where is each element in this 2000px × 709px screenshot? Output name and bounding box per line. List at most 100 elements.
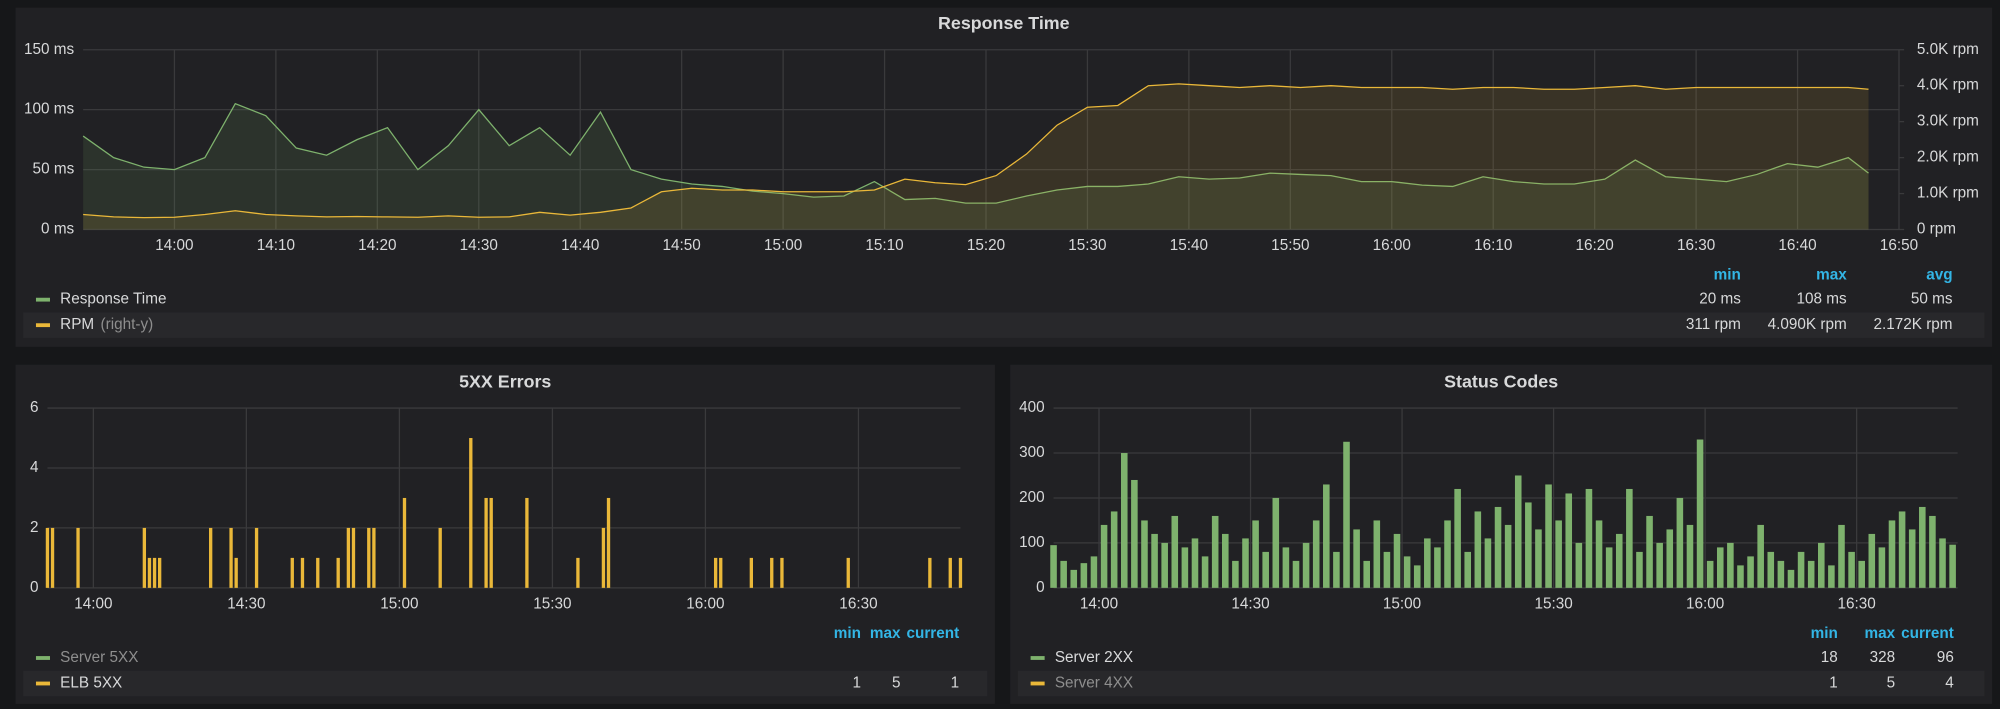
bar bbox=[1312, 520, 1320, 588]
bar bbox=[1565, 493, 1573, 588]
bar bbox=[1454, 488, 1461, 588]
area-fill bbox=[83, 83, 1869, 230]
x-tick-label: 14:00 bbox=[155, 237, 193, 254]
x-tick-label: 14:30 bbox=[460, 237, 498, 254]
legend-name[interactable]: Response Time bbox=[60, 291, 166, 308]
panel bbox=[15, 364, 995, 704]
bar bbox=[1666, 529, 1674, 588]
bar bbox=[606, 497, 611, 588]
x-tick-label: 15:30 bbox=[533, 595, 571, 612]
bar bbox=[1242, 538, 1249, 588]
x-tick-label: 14:00 bbox=[74, 595, 112, 612]
y2-tick-label: 0 rpm bbox=[1917, 221, 1956, 238]
bar bbox=[1868, 533, 1876, 588]
bar bbox=[1504, 524, 1512, 588]
bar bbox=[1595, 520, 1603, 588]
bar bbox=[346, 527, 351, 588]
x-tick-label: 15:20 bbox=[967, 237, 1005, 254]
bar bbox=[958, 557, 963, 588]
bar bbox=[1807, 560, 1815, 588]
bar bbox=[601, 527, 606, 588]
bar bbox=[1120, 453, 1128, 588]
bar bbox=[1343, 441, 1350, 588]
bar bbox=[1686, 524, 1694, 588]
bar bbox=[1585, 488, 1593, 588]
series-line bbox=[83, 83, 1869, 219]
bar bbox=[1646, 515, 1653, 588]
legend-stat: 2.172K rpm bbox=[1873, 316, 1952, 333]
x-tick-label: 15:00 bbox=[1383, 595, 1421, 612]
x-tick-label: 15:30 bbox=[1068, 237, 1106, 254]
legend-column-header: min bbox=[1714, 266, 1741, 283]
x-tick-label: 16:00 bbox=[1373, 237, 1411, 254]
legend-stat: 5 bbox=[892, 675, 901, 692]
x-tick-label: 14:00 bbox=[1080, 595, 1118, 612]
legend-column-header: max bbox=[1816, 266, 1847, 283]
bar bbox=[1191, 538, 1199, 588]
bar bbox=[1262, 551, 1269, 588]
bar bbox=[1898, 511, 1906, 588]
bar bbox=[1070, 569, 1078, 588]
bar bbox=[928, 557, 932, 588]
x-tick-label: 15:50 bbox=[1271, 237, 1309, 254]
bar bbox=[1939, 538, 1946, 588]
legend-name[interactable]: RPM bbox=[60, 316, 94, 333]
bar bbox=[469, 438, 473, 588]
bar bbox=[1949, 544, 1956, 588]
bar bbox=[1696, 439, 1704, 588]
y-tick-label: 100 bbox=[1019, 534, 1045, 551]
bar bbox=[300, 557, 305, 588]
bar bbox=[152, 557, 157, 588]
x-tick-label: 14:40 bbox=[561, 237, 599, 254]
bar bbox=[719, 557, 723, 588]
x-tick-label: 15:30 bbox=[1534, 595, 1572, 612]
bar bbox=[749, 557, 753, 588]
x-tick-label: 16:30 bbox=[839, 595, 877, 612]
y-tick-label: 50 ms bbox=[33, 161, 75, 178]
bar bbox=[142, 527, 147, 588]
bar bbox=[1272, 497, 1280, 588]
bar bbox=[1848, 551, 1855, 588]
bar bbox=[402, 497, 407, 588]
legend-column-header: current bbox=[906, 625, 959, 642]
y-tick-label: 100 ms bbox=[24, 101, 75, 118]
legend-column-header: max bbox=[870, 625, 901, 642]
legend-name[interactable]: ELB 5XX bbox=[60, 675, 122, 692]
legend-stat: 1 bbox=[852, 675, 861, 692]
legend-stat: 311 rpm bbox=[1686, 316, 1741, 333]
y-tick-label: 400 bbox=[1019, 399, 1045, 416]
bar bbox=[1464, 551, 1472, 588]
bar bbox=[1818, 542, 1825, 588]
panel-title: Response Time bbox=[938, 13, 1070, 33]
legend-stat: 1 bbox=[1829, 675, 1838, 692]
bar bbox=[1888, 520, 1896, 588]
bar bbox=[1838, 524, 1845, 588]
legend-swatch bbox=[35, 681, 50, 686]
bar bbox=[1494, 506, 1502, 588]
bar bbox=[290, 557, 294, 588]
bar bbox=[1656, 542, 1663, 588]
legend-name[interactable]: Server 4XX bbox=[1055, 675, 1133, 692]
y-tick-label: 0 bbox=[1036, 579, 1045, 596]
legend-column-header: max bbox=[1865, 625, 1896, 642]
legend-stat: 4.090K rpm bbox=[1768, 316, 1847, 333]
y-tick-label: 0 bbox=[30, 579, 39, 596]
bar bbox=[1484, 538, 1492, 588]
y-tick-label: 0 ms bbox=[41, 221, 74, 238]
x-tick-label: 16:30 bbox=[1838, 595, 1876, 612]
bar bbox=[1737, 565, 1744, 588]
legend-row-stripe bbox=[23, 670, 988, 697]
bar bbox=[1292, 560, 1300, 588]
bar bbox=[316, 557, 320, 588]
y-tick-label: 200 bbox=[1019, 489, 1045, 506]
legend-name[interactable]: Server 2XX bbox=[1055, 649, 1133, 666]
bar bbox=[1201, 556, 1209, 588]
legend-name[interactable]: Server 5XX bbox=[60, 649, 138, 666]
bar bbox=[770, 557, 774, 588]
bar bbox=[1575, 542, 1583, 588]
bar bbox=[1919, 506, 1926, 588]
bar bbox=[713, 557, 718, 588]
y2-tick-label: 4.0K rpm bbox=[1917, 77, 1979, 94]
area-fill bbox=[83, 103, 1869, 230]
legend-swatch bbox=[35, 656, 50, 660]
